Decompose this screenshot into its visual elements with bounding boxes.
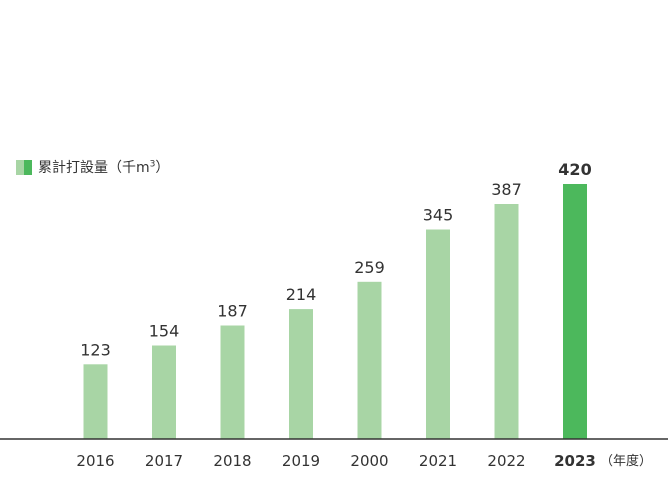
value-label-2017: 154 xyxy=(149,322,180,341)
legend-label: 累計打設量（千m3） xyxy=(38,157,169,177)
bar-2019 xyxy=(289,309,313,439)
value-label-2021: 345 xyxy=(423,206,454,225)
x-tick-label-2022: 2022 xyxy=(487,452,525,470)
legend-swatch xyxy=(16,159,32,175)
legend-swatch-light xyxy=(16,159,24,175)
x-tick-label-2000: 2000 xyxy=(350,452,388,470)
x-tick-label-2017: 2017 xyxy=(145,452,183,470)
x-tick-labels-group: 2016 2017 2018 2019 2000 2021 2022 2023 xyxy=(76,452,595,470)
value-label-2016: 123 xyxy=(80,340,111,359)
legend-swatch-dark xyxy=(24,159,32,175)
legend: 累計打設量（千m3） xyxy=(16,156,169,178)
bar-2023 xyxy=(563,184,587,439)
bar-2018 xyxy=(220,325,245,439)
value-labels-group: 123 154 187 214 259 345 387 420 xyxy=(80,160,591,359)
bar-2021 xyxy=(426,229,450,439)
legend-unit-suffix: ） xyxy=(155,160,170,176)
x-tick-label-2019: 2019 xyxy=(282,452,320,470)
bar-2000 xyxy=(357,281,382,440)
bar-2017 xyxy=(152,345,176,439)
value-label-2023: 420 xyxy=(558,160,591,179)
value-label-2022: 387 xyxy=(491,180,522,199)
x-tick-label-2021: 2021 xyxy=(419,452,457,470)
value-label-2019: 214 xyxy=(286,285,317,304)
legend-unit-prefix: （千m xyxy=(108,160,150,176)
value-label-2000: 259 xyxy=(354,258,385,277)
bars-group xyxy=(83,184,587,440)
x-axis-unit-label: （年度） xyxy=(600,453,652,469)
x-tick-label-2018: 2018 xyxy=(213,452,251,470)
bar-2022 xyxy=(494,204,519,439)
value-label-2018: 187 xyxy=(217,302,248,321)
bar-2016 xyxy=(83,364,108,439)
x-tick-label-2016: 2016 xyxy=(76,452,114,470)
legend-unit-sup: 3 xyxy=(149,159,156,170)
x-tick-label-2023: 2023 xyxy=(554,452,596,470)
legend-series-name: 累計打設量 xyxy=(38,160,108,176)
